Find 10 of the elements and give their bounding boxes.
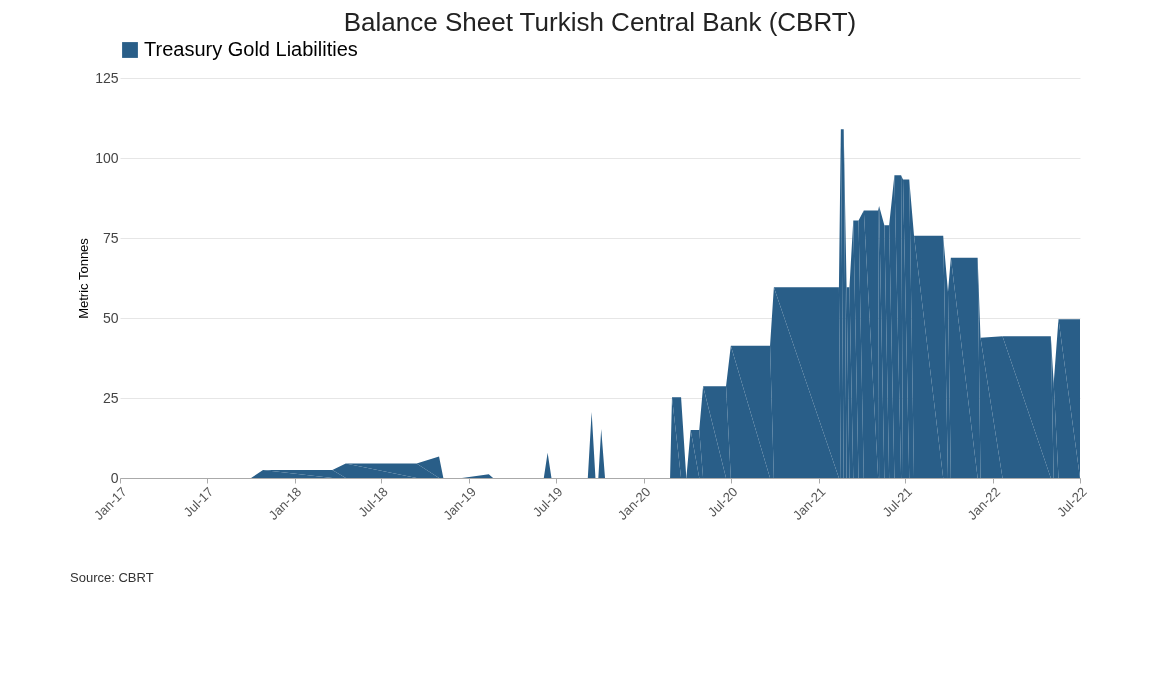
y-tick-label: 100 <box>95 149 119 166</box>
y-tick-label: 25 <box>102 389 119 406</box>
chart-title: Balance Sheet Turkish Central Bank (CBRT) <box>343 7 857 37</box>
y-tick-label: 50 <box>102 309 119 326</box>
y-tick-label: 125 <box>95 69 119 86</box>
y-tick-label: 0 <box>110 469 119 486</box>
y-axis-title: Metric Tonnes <box>76 237 92 319</box>
y-tick-label: 75 <box>102 229 119 246</box>
legend-label: Treasury Gold Liabilities <box>144 38 358 60</box>
source-note: Source: CBRT <box>70 570 154 585</box>
